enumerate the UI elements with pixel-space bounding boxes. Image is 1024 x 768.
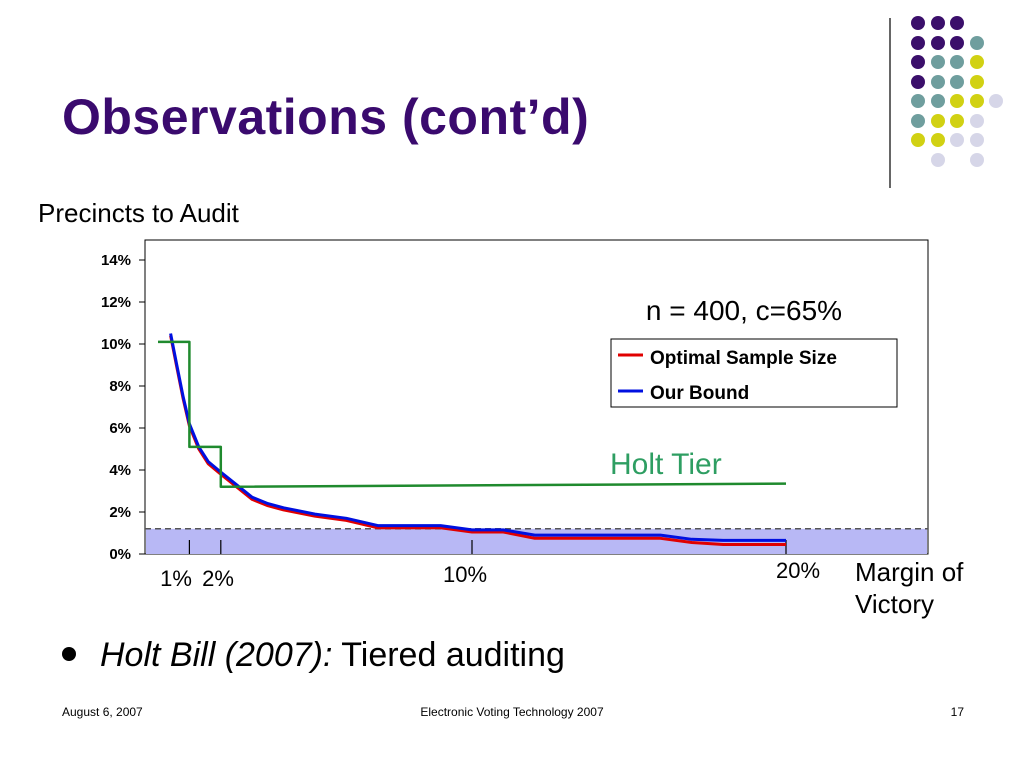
y-tick-label: 8% xyxy=(109,378,131,395)
footer-date: August 6, 2007 xyxy=(62,705,143,719)
threshold-band xyxy=(146,528,927,554)
x-axis-title: Margin of Victory xyxy=(855,556,995,620)
y-tick-label: 2% xyxy=(109,504,131,521)
bullet-text: Tiered auditing xyxy=(341,636,565,674)
our-bound-line xyxy=(169,333,786,542)
x-axis-title-text: Margin of Victory xyxy=(855,557,964,619)
slide-title: Observations (cont’d) xyxy=(62,89,590,145)
x-tick-label: 20% xyxy=(776,558,820,583)
footer-title: Electronic Voting Technology 2007 xyxy=(420,705,604,719)
x-tick-label: 2% xyxy=(202,566,234,591)
y-tick-label: 12% xyxy=(101,294,131,311)
y-tick-label: 10% xyxy=(101,336,131,353)
legend-box xyxy=(610,338,898,408)
y-tick-label: 6% xyxy=(109,420,131,437)
bullet-item: Holt Bill (2007): Tiered auditing xyxy=(62,636,565,675)
bullet-italic-text: Holt Bill (2007): xyxy=(100,636,333,674)
footer-page-number: 17 xyxy=(950,705,964,719)
holt-tier-label: Holt Tier xyxy=(610,448,722,481)
bullet-icon xyxy=(62,647,76,662)
x-tick-label: 10% xyxy=(443,562,487,587)
decorative-divider xyxy=(889,18,891,188)
y-tick-label: 0% xyxy=(109,546,131,563)
holt-tier-line xyxy=(158,340,787,489)
y-tick-label: 4% xyxy=(109,462,131,479)
chart-annotation: n = 400, c=65% xyxy=(646,295,842,326)
chart: 0% 2% 4% 6% 8% 10% 12% 14% 1% 2% 10% 20% n = 400, c=… xyxy=(101,239,929,591)
y-tick-label: 14% xyxy=(101,252,131,269)
legend-label-bound: Our Bound xyxy=(650,383,749,404)
x-tick-label: 1% xyxy=(160,566,192,591)
y-axis-title: Precincts to Audit xyxy=(38,198,239,228)
legend-label-optimal: Optimal Sample Size xyxy=(650,348,837,369)
